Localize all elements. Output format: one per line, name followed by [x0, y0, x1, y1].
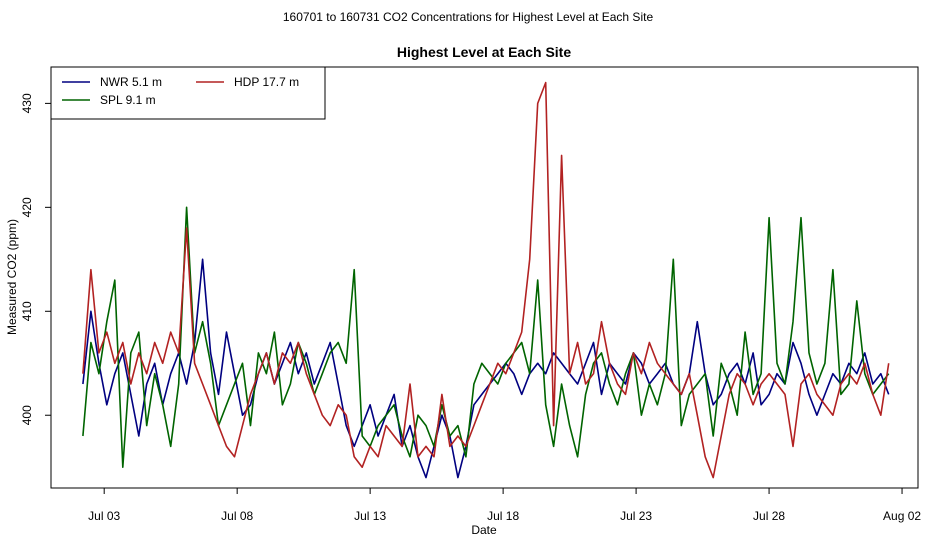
series-layer: [82, 81, 890, 479]
x-axis-label: Date: [471, 523, 497, 537]
x-axis: Jul 03 Jul 08 Jul 13 Jul 18 Jul 23 Jul 28 Aug …: [88, 487, 921, 523]
series-line-nwr: [82, 258, 890, 479]
legend-label: NWR 5.1 m: [100, 75, 162, 89]
chart-title: Highest Level at Each Site: [397, 44, 571, 60]
page-title: 160701 to 160731 CO2 Concentrations for …: [282, 10, 654, 24]
series-line-hdp: [82, 81, 890, 479]
x-tick-label: Aug 02: [883, 509, 921, 523]
x-tick-label: Jul 08: [221, 509, 253, 523]
legend-box: [50, 66, 326, 120]
y-tick-label: 400: [20, 405, 34, 425]
y-tick-label: 430: [20, 93, 34, 113]
series-line-spl: [82, 206, 890, 468]
x-tick-label: Jul 13: [354, 509, 386, 523]
plot-frame: [50, 66, 919, 489]
y-axis-label: Measured CO2 (ppm): [5, 219, 19, 335]
legend: NWR 5.1 m SPL 9.1 m HDP 17.7 m: [50, 66, 326, 120]
legend-label: HDP 17.7 m: [234, 75, 299, 89]
x-tick-label: Jul 18: [487, 509, 519, 523]
x-tick-label: Jul 23: [620, 509, 652, 523]
y-axis: 400 410 420 430: [20, 93, 52, 425]
x-tick-label: Jul 28: [753, 509, 785, 523]
legend-label: SPL 9.1 m: [100, 93, 156, 107]
y-tick-label: 410: [20, 301, 34, 321]
x-tick-label: Jul 03: [88, 509, 120, 523]
y-tick-label: 420: [20, 197, 34, 217]
